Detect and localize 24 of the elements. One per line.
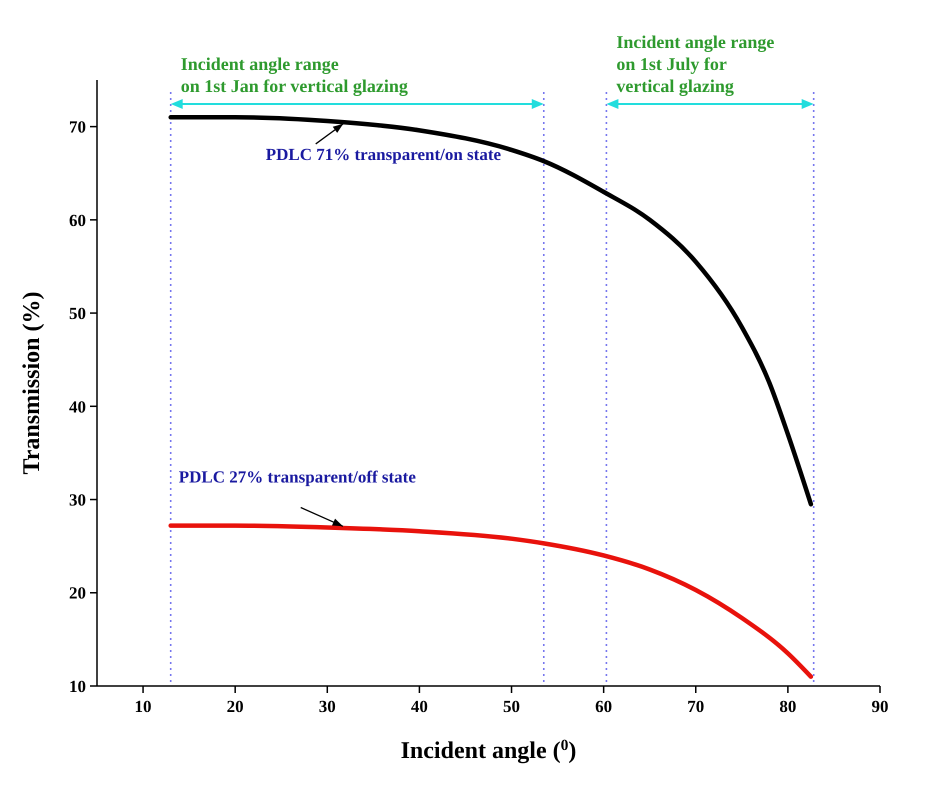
y-tick-label: 10 — [69, 676, 86, 696]
y-axis-title: Transmission (%) — [19, 292, 45, 474]
x-tick-label: 10 — [134, 697, 152, 716]
x-axis-title: Incident angle ($^{0}$) — [400, 736, 576, 764]
x-tick-label: 50 — [503, 697, 520, 716]
x-tick-label: 80 — [779, 697, 796, 716]
x-tick-label: 60 — [595, 697, 612, 716]
line-series — [168, 523, 814, 679]
y-tick-label: 60 — [69, 210, 86, 230]
x-tick-label: 40 — [410, 697, 428, 716]
y-tick-label: 70 — [69, 118, 86, 137]
x-tick-label: 20 — [226, 697, 244, 716]
x-tick-label: 70 — [687, 697, 704, 716]
annotation: PDLC 27% transparent/off state — [178, 468, 416, 487]
line-series — [168, 115, 814, 506]
annotation: Incident angle range on 1st Jan for vertical glazing — [180, 54, 408, 96]
y-tick-label: 50 — [69, 304, 86, 324]
x-tick-label: 90 — [872, 697, 888, 716]
y-tick-label: 30 — [69, 490, 86, 510]
y-tick-label: 20 — [69, 584, 86, 603]
annotation: Incident angle range on 1st July for vertical glazing — [616, 32, 774, 96]
annotation: PDLC 71% transparent/on state — [266, 144, 502, 164]
y-tick-label: 40 — [69, 397, 86, 416]
x-tick-label: 30 — [318, 697, 336, 716]
